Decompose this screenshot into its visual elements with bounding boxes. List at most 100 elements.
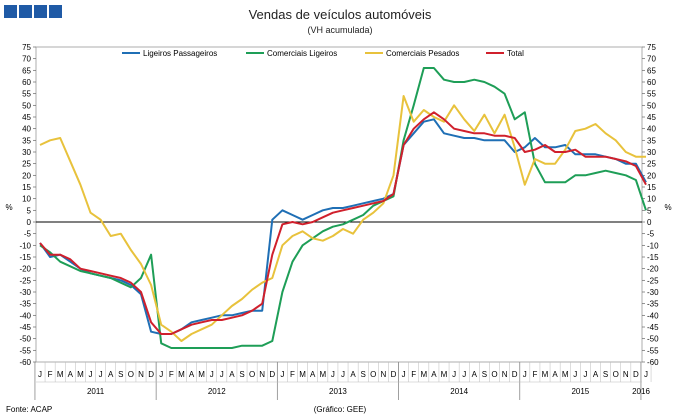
x-month-label: A xyxy=(310,370,316,379)
y-tick-label-left: 5 xyxy=(27,206,32,215)
y-tick-label-left: -10 xyxy=(19,241,31,250)
footer-graphic-credit: (Gráfico: GEE) xyxy=(314,405,367,414)
legend-label-comerciais-pesados: Comerciais Pesados xyxy=(386,49,459,58)
legend-label-comerciais-ligeiros: Comerciais Ligeiros xyxy=(267,49,337,58)
x-month-label: M xyxy=(178,370,185,379)
x-month-label: F xyxy=(290,370,295,379)
header-square-2 xyxy=(19,5,32,18)
y-tick-label-right: -20 xyxy=(647,265,659,274)
y-tick-label-left: 50 xyxy=(22,101,31,110)
y-tick-label-left: 60 xyxy=(22,78,31,87)
x-month-label: N xyxy=(259,370,265,379)
x-month-label: F xyxy=(532,370,537,379)
y-tick-label-right: 0 xyxy=(647,218,652,227)
series-comerciais-pesados xyxy=(39,95,646,342)
y-axis-label-left: % xyxy=(5,203,12,212)
y-tick-label-left: 15 xyxy=(22,183,31,192)
y-tick-label-right: 30 xyxy=(647,148,656,157)
x-month-label: F xyxy=(169,370,174,379)
y-tick-label-right: -30 xyxy=(647,288,659,297)
y-tick-label-right: -35 xyxy=(647,300,659,309)
x-month-label: D xyxy=(512,370,518,379)
x-month-label: S xyxy=(482,370,487,379)
x-month-label: J xyxy=(89,370,93,379)
y-tick-label-right: 70 xyxy=(647,55,656,64)
y-tick-label-left: -15 xyxy=(19,253,31,262)
x-month-label: J xyxy=(402,370,406,379)
x-month-label: O xyxy=(613,370,619,379)
y-axis-label-right: % xyxy=(664,203,671,212)
x-month-label: D xyxy=(391,370,397,379)
x-month-label: M xyxy=(198,370,205,379)
y-tick-label-right: -10 xyxy=(647,241,659,250)
y-tick-label-left: 75 xyxy=(22,43,31,52)
plot-area: -60 -60-55 -55-50 -50-45 -45-40 -40-35 -35-30-… xyxy=(19,43,659,400)
x-month-label: A xyxy=(350,370,356,379)
x-month-label: A xyxy=(108,370,114,379)
x-month-label: M xyxy=(77,370,84,379)
y-tick-label-left: -45 xyxy=(19,323,31,332)
x-month-label: M xyxy=(542,370,549,379)
x-month-label: A xyxy=(552,370,558,379)
y-tick-label-right: 50 xyxy=(647,101,656,110)
y-tick-label-right: -25 xyxy=(647,276,659,285)
x-month-label: J xyxy=(462,370,466,379)
y-tick-label-right: -40 xyxy=(647,311,659,320)
x-month-label: O xyxy=(128,370,134,379)
series-comerciais-ligeiros xyxy=(39,67,647,349)
x-month-label: D xyxy=(148,370,154,379)
legend-label-ligeiros-passageiros: Ligeiros Passageiros xyxy=(143,49,217,58)
x-month-label: A xyxy=(431,370,437,379)
x-month-label: J xyxy=(331,370,335,379)
y-tick-label-left: 40 xyxy=(22,125,31,134)
series-total xyxy=(39,111,647,335)
x-month-label: J xyxy=(583,370,587,379)
y-tick-label-left: -30 xyxy=(19,288,31,297)
legend-label-total: Total xyxy=(507,49,524,58)
x-month-label: M xyxy=(57,370,64,379)
y-tick-label-left: -50 xyxy=(19,335,31,344)
y-tick-label-left: -40 xyxy=(19,311,31,320)
y-tick-label-right: 20 xyxy=(647,171,656,180)
x-month-label: J xyxy=(210,370,214,379)
y-tick-label-right: 15 xyxy=(647,183,656,192)
y-tick-label-right: -50 xyxy=(647,335,659,344)
x-month-label: M xyxy=(562,370,569,379)
x-month-label: M xyxy=(319,370,326,379)
x-month-label: M xyxy=(441,370,448,379)
y-tick-label-right: 65 xyxy=(647,66,656,75)
y-tick-label-left: 25 xyxy=(22,160,31,169)
chart-subtitle: (VH acumulada) xyxy=(307,25,372,35)
x-month-label: A xyxy=(229,370,235,379)
x-month-label: J xyxy=(523,370,527,379)
y-tick-label-right: 60 xyxy=(647,78,656,87)
x-month-label: J xyxy=(38,370,42,379)
x-month-label: J xyxy=(341,370,345,379)
x-month-label: J xyxy=(280,370,284,379)
x-month-label: D xyxy=(633,370,639,379)
x-month-label: A xyxy=(472,370,478,379)
x-month-label: S xyxy=(118,370,123,379)
y-tick-label-right: 55 xyxy=(647,90,656,99)
y-tick-label-left: 0 xyxy=(27,218,32,227)
y-tick-label-left: 55 xyxy=(22,90,31,99)
y-tick-label-left: -5 xyxy=(24,230,32,239)
x-month-label: O xyxy=(370,370,376,379)
y-tick-label-right: -5 xyxy=(647,230,655,239)
y-tick-label-left: 70 xyxy=(22,55,31,64)
x-month-label: F xyxy=(411,370,416,379)
y-tick-label-left: 45 xyxy=(22,113,31,122)
x-month-label: S xyxy=(239,370,244,379)
y-tick-label-left: 65 xyxy=(22,66,31,75)
x-month-label: J xyxy=(159,370,163,379)
x-month-label: M xyxy=(299,370,306,379)
x-month-label: N xyxy=(623,370,629,379)
x-year-label: 2013 xyxy=(329,387,347,396)
chart-title: Vendas de veículos automóveis xyxy=(249,7,432,22)
x-year-label: 2015 xyxy=(571,387,589,396)
x-month-label: S xyxy=(361,370,366,379)
x-month-label: J xyxy=(452,370,456,379)
header-square-3 xyxy=(34,5,47,18)
x-year-label: 2014 xyxy=(450,387,468,396)
